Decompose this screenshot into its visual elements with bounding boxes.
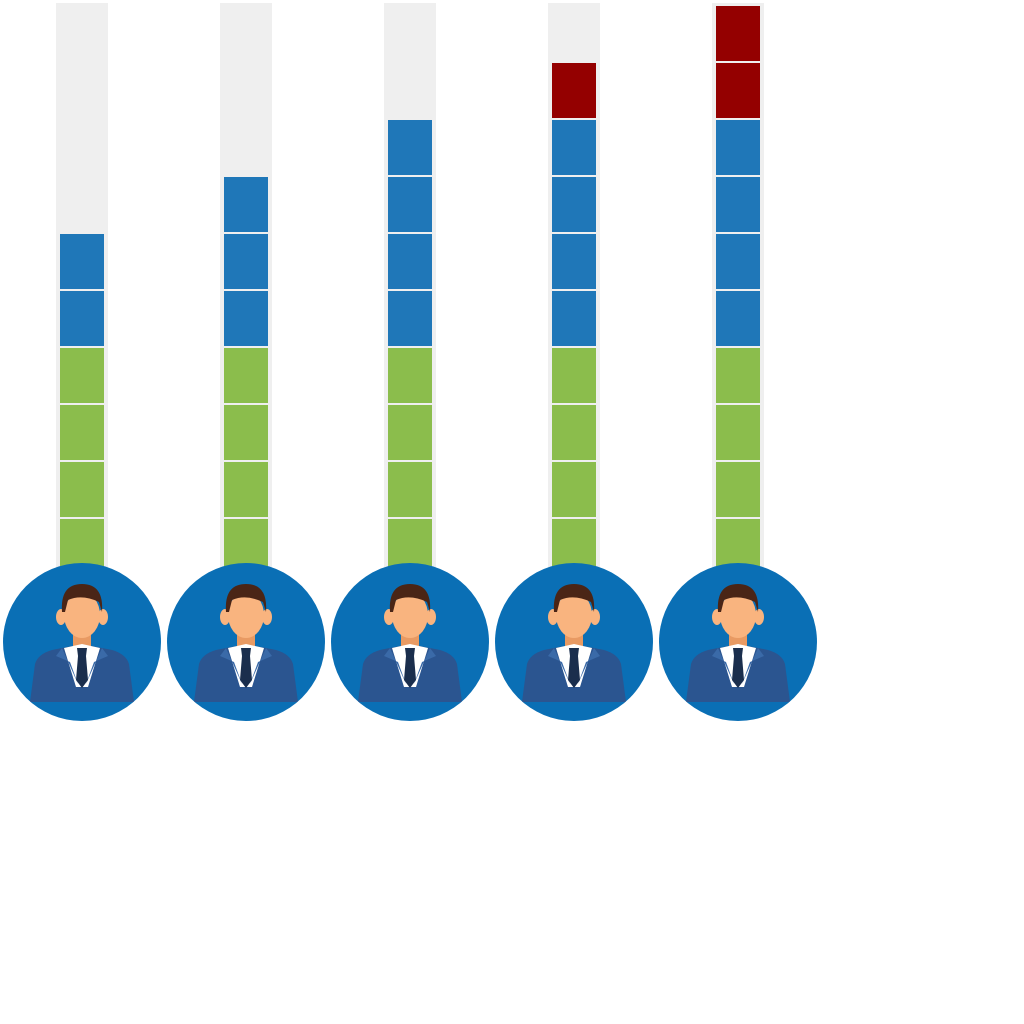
ear-right [98,609,108,625]
avatars [3,563,817,721]
bar-block-blue [552,291,596,346]
tie [404,656,416,688]
face [392,592,428,638]
lapel-left [220,648,242,684]
ear-left [548,609,558,625]
ear-left [712,609,722,625]
neck [73,634,91,648]
bar-block-blue [388,120,432,175]
bar-block-blue [716,120,760,175]
bar-block-blue [60,234,104,289]
bar-block-blue [552,120,596,175]
bar-block-green [224,348,268,403]
tie [568,656,580,688]
neck [401,634,419,648]
ear-right [426,609,436,625]
bar-block-red [552,63,596,118]
bar-block-blue [552,234,596,289]
tie [240,656,252,688]
ear-right [590,609,600,625]
face [64,592,100,638]
bar-block-blue [224,291,268,346]
hair [553,584,595,612]
bar-block-green [716,348,760,403]
lapel-left [56,648,78,684]
lapel-left [712,648,734,684]
lapel-right [742,648,764,684]
bar-block-blue [552,177,596,232]
bar-block-green [552,462,596,517]
tie-knot [405,648,415,656]
hair [717,584,759,612]
tie-knot [241,648,251,656]
bar-blocks [60,6,760,574]
tie-knot [733,648,743,656]
ear-left [384,609,394,625]
hair [389,584,431,612]
neck [237,634,255,648]
bar-block-green [388,462,432,517]
bar-block-green [224,405,268,460]
businessman-icon [495,563,653,721]
lapel-left [548,648,570,684]
bar-block-red [716,6,760,61]
bar-block-blue [60,291,104,346]
bar-block-blue [716,291,760,346]
bar-block-green [716,405,760,460]
face [228,592,264,638]
bar-block-green [552,405,596,460]
tie-knot [77,648,87,656]
bar-block-blue [716,177,760,232]
bar-block-red [716,63,760,118]
face [720,592,756,638]
lapel-right [250,648,272,684]
bar-block-blue [224,234,268,289]
tie-knot [569,648,579,656]
lapel-right [414,648,436,684]
neck [729,634,747,648]
ear-right [262,609,272,625]
bar-block-green [388,348,432,403]
ear-left [220,609,230,625]
ear-right [754,609,764,625]
businessman-icon [331,563,489,721]
bar-block-blue [388,234,432,289]
hair [61,584,103,612]
businessman-icon [659,563,817,721]
bar-block-blue [388,291,432,346]
businessman-icon [167,563,325,721]
tie [732,656,744,688]
ear-left [56,609,66,625]
bar-block-green [224,462,268,517]
bar-block-green [60,462,104,517]
bar-block-green [552,348,596,403]
bar-block-blue [388,177,432,232]
lapel-left [384,648,406,684]
bar-block-blue [224,177,268,232]
hair [225,584,267,612]
bar-block-green [716,462,760,517]
bar-block-green [60,405,104,460]
tie [76,656,88,688]
neck [565,634,583,648]
businessman-icon [3,563,161,721]
lapel-right [578,648,600,684]
face [556,592,592,638]
lapel-right [86,648,108,684]
bar-block-green [388,405,432,460]
bar-block-green [60,348,104,403]
bar-block-blue [716,234,760,289]
